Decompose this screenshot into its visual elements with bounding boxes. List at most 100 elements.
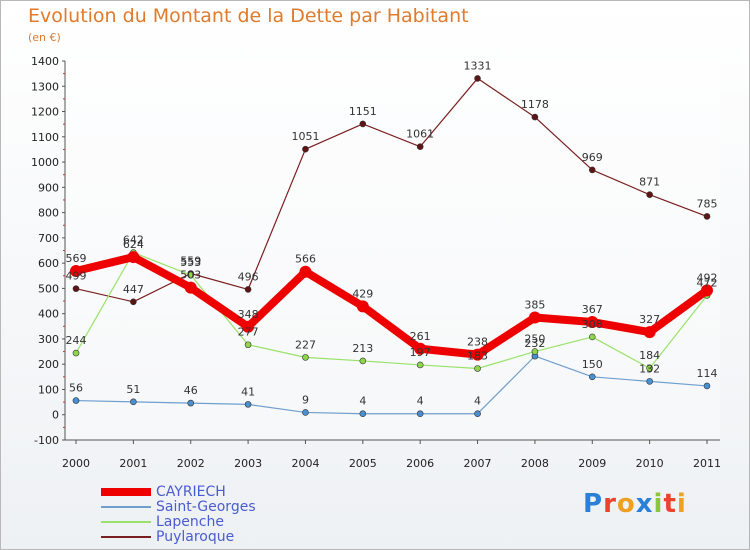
legend-item: Lapenche — [101, 515, 351, 530]
data-label: 9 — [302, 393, 309, 406]
data-point — [299, 265, 312, 278]
y-tick-label: 1000 — [31, 156, 59, 169]
x-tick-label: 2007 — [464, 457, 492, 470]
data-label: 569 — [66, 252, 87, 265]
data-label: 624 — [123, 238, 144, 251]
data-point — [187, 271, 195, 279]
data-label: 492 — [697, 271, 718, 284]
data-label: 1151 — [349, 105, 377, 118]
y-tick-label: 400 — [38, 308, 59, 321]
x-tick-label: 2004 — [291, 457, 319, 470]
legend-swatch — [101, 536, 151, 538]
data-point — [646, 191, 653, 198]
data-label: 197 — [410, 346, 431, 359]
data-point — [302, 145, 309, 153]
y-tick-label: 0 — [52, 409, 59, 422]
data-label: 308 — [582, 318, 603, 331]
data-point — [72, 285, 80, 292]
data-point — [72, 397, 80, 404]
x-tick-label: 2011 — [693, 457, 721, 470]
series-line-saint-georges — [75, 355, 708, 415]
data-point — [646, 364, 653, 372]
data-label: 244 — [66, 334, 87, 347]
chart-title: Evolution du Montant de la Dette par Hab… — [28, 5, 469, 27]
data-point — [701, 284, 713, 297]
y-tick-label: 300 — [38, 333, 59, 346]
data-point — [130, 398, 137, 406]
data-label: 1061 — [406, 128, 434, 141]
legend-swatch — [101, 488, 151, 496]
data-point — [184, 281, 197, 294]
data-label: 4 — [359, 395, 366, 408]
data-label: 183 — [467, 349, 488, 362]
data-label: 499 — [66, 270, 87, 283]
data-label: 261 — [410, 330, 431, 343]
data-label: 566 — [295, 253, 316, 266]
data-label: 1051 — [291, 130, 319, 143]
logo-letter: i — [676, 489, 687, 519]
data-point — [70, 264, 82, 277]
data-point — [187, 399, 195, 407]
data-point — [72, 349, 80, 357]
data-label: 4 — [417, 395, 424, 408]
legend-label: Puylaroque — [156, 529, 235, 545]
data-point — [356, 300, 369, 313]
logo-letter: t — [663, 489, 677, 519]
data-label: 503 — [180, 269, 201, 282]
data-point — [359, 410, 367, 418]
data-point — [703, 382, 711, 390]
data-label: 785 — [697, 197, 718, 210]
y-tick-label: 200 — [38, 358, 59, 371]
data-point — [588, 333, 596, 341]
data-label: 367 — [582, 303, 603, 316]
chart-subtitle: (en €) — [28, 31, 61, 44]
data-point — [359, 120, 367, 128]
data-point — [416, 410, 424, 418]
y-tick-label: 700 — [38, 232, 59, 245]
legend-label: Lapenche — [156, 514, 224, 530]
data-label: 250 — [524, 333, 545, 346]
data-label: 1178 — [521, 98, 549, 111]
x-tick-label: 2010 — [636, 457, 664, 470]
data-point — [474, 410, 481, 418]
data-point — [414, 342, 427, 355]
data-point — [244, 286, 252, 293]
data-point — [531, 348, 539, 355]
data-point — [528, 311, 541, 324]
data-point — [643, 326, 656, 339]
data-point — [646, 378, 653, 385]
data-point — [588, 373, 596, 381]
data-point — [244, 401, 252, 408]
chart-legend: CAYRIECH Saint-Georges Lapenche Puylaroque — [101, 485, 351, 545]
data-label: 642 — [123, 234, 144, 247]
data-label: 327 — [639, 313, 660, 326]
y-tick-label: 1100 — [31, 131, 59, 144]
logo-letter: x — [635, 489, 654, 519]
data-label: 277 — [238, 326, 259, 339]
series-line-cayriech — [75, 253, 710, 359]
data-point — [471, 348, 484, 361]
data-label: 472 — [697, 276, 718, 289]
x-tick-label: 2006 — [406, 457, 434, 470]
data-point — [242, 320, 255, 333]
data-label: 871 — [639, 176, 660, 189]
data-label: 227 — [295, 338, 316, 351]
data-label: 447 — [123, 283, 144, 296]
data-point — [302, 409, 309, 416]
legend-item: CAYRIECH — [101, 485, 351, 500]
data-label: 132 — [639, 362, 660, 375]
data-label: 114 — [697, 367, 718, 380]
y-tick-label: -100 — [34, 434, 59, 447]
x-tick-label: 2000 — [62, 457, 90, 470]
logo-letter: i — [653, 489, 664, 519]
x-tick-label: 2008 — [521, 457, 549, 470]
data-point — [302, 354, 309, 361]
legend-label: CAYRIECH — [156, 484, 226, 500]
data-point — [244, 341, 252, 349]
data-label: 56 — [69, 382, 83, 395]
data-label: 184 — [639, 349, 660, 362]
x-tick-label: 2002 — [177, 457, 205, 470]
data-label: 150 — [582, 358, 603, 371]
legend-label: Saint-Georges — [156, 499, 256, 515]
